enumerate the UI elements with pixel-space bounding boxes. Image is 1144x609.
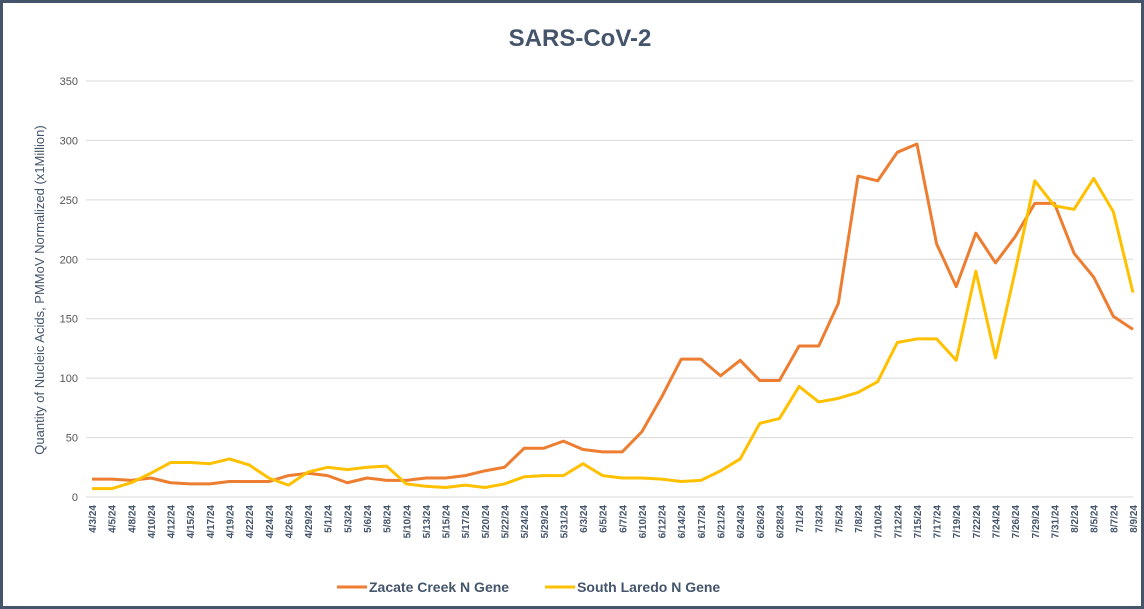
- x-tick-label: 6/28/24: [775, 505, 786, 539]
- x-tick-label: 4/26/24: [284, 505, 295, 539]
- x-tick-label: 5/6/24: [363, 505, 374, 533]
- x-tick-label: 7/29/24: [1031, 505, 1042, 539]
- x-tick-label: 6/5/24: [599, 505, 610, 533]
- x-tick-label: 4/15/24: [186, 505, 197, 539]
- x-tick-label: 5/20/24: [481, 505, 492, 539]
- x-tick-label: 4/5/24: [108, 505, 119, 533]
- series-line: [92, 142, 1134, 486]
- legend-label: South Laredo N Gene: [577, 579, 720, 595]
- y-tick-label: 350: [60, 76, 78, 88]
- x-tick-label: 7/10/24: [874, 505, 885, 539]
- x-tick-label: 7/8/24: [854, 505, 865, 533]
- x-tick-label: 4/19/24: [225, 505, 236, 539]
- x-tick-label: 8/2/24: [1070, 505, 1081, 533]
- y-tick-label: 150: [60, 314, 78, 326]
- x-tick-label: 6/24/24: [736, 505, 747, 539]
- series-line: [92, 176, 1135, 491]
- x-tick-label: 5/24/24: [520, 505, 531, 539]
- x-tick-label: 5/31/24: [559, 505, 570, 539]
- y-tick-label: 250: [60, 195, 78, 207]
- x-tick-label: 4/22/24: [245, 505, 256, 539]
- x-tick-label: 6/26/24: [756, 505, 767, 539]
- x-tick-label: 5/8/24: [383, 505, 394, 533]
- x-tick-label: 6/3/24: [579, 505, 590, 533]
- x-tick-label: 7/5/24: [834, 505, 845, 533]
- x-tick-label: 7/12/24: [893, 505, 904, 539]
- x-tick-label: 4/10/24: [147, 505, 158, 539]
- x-tick-label: 7/1/24: [795, 505, 806, 533]
- x-tick-label: 5/15/24: [442, 505, 453, 539]
- legend-label: Zacate Creek N Gene: [369, 579, 509, 595]
- x-tick-label: 5/17/24: [461, 505, 472, 539]
- x-tick-label: 8/9/24: [1129, 505, 1140, 533]
- x-tick-label: 5/3/24: [343, 505, 354, 533]
- x-tick-label: 4/12/24: [167, 505, 178, 539]
- y-tick-label: 200: [60, 254, 78, 266]
- x-tick-label: 5/29/24: [540, 505, 551, 539]
- x-tick-label: 6/14/24: [677, 505, 688, 539]
- x-tick-label: 4/29/24: [304, 505, 315, 539]
- x-tick-label: 7/22/24: [972, 505, 983, 539]
- x-tick-label: 7/15/24: [913, 505, 924, 539]
- x-tick-label: 4/8/24: [127, 505, 138, 533]
- x-tick-label: 5/13/24: [422, 505, 433, 539]
- x-tick-label: 7/31/24: [1050, 505, 1061, 539]
- x-tick-label: 4/17/24: [206, 505, 217, 539]
- x-tick-label: 5/22/24: [500, 505, 511, 539]
- x-tick-label: 7/26/24: [1011, 505, 1022, 539]
- x-tick-label: 6/10/24: [638, 505, 649, 539]
- y-tick-label: 50: [66, 433, 78, 445]
- x-tick-label: 5/10/24: [402, 505, 413, 539]
- x-tick-label: 6/12/24: [658, 505, 669, 539]
- x-tick-label: 6/7/24: [618, 505, 629, 533]
- x-tick-label: 8/7/24: [1109, 505, 1120, 533]
- x-tick-label: 8/5/24: [1090, 505, 1101, 533]
- y-tick-label: 100: [60, 373, 78, 385]
- x-tick-label: 7/24/24: [992, 505, 1003, 539]
- y-axis-label: Quantity of Nucleic Acids, PMMoV Normali…: [32, 125, 47, 454]
- x-tick-label: 6/21/24: [717, 505, 728, 539]
- x-tick-label: 4/24/24: [265, 505, 276, 539]
- x-tick-label: 7/19/24: [952, 505, 963, 539]
- y-tick-label: 300: [60, 135, 78, 147]
- chart-title: SARS-CoV-2: [509, 25, 652, 52]
- x-tick-label: 5/1/24: [324, 505, 335, 533]
- x-tick-label: 6/17/24: [697, 505, 708, 539]
- x-tick-label: 7/17/24: [933, 505, 944, 539]
- x-tick-label: 4/3/24: [88, 505, 99, 533]
- x-tick-label: 7/3/24: [815, 505, 826, 533]
- y-tick-label: 0: [72, 492, 78, 504]
